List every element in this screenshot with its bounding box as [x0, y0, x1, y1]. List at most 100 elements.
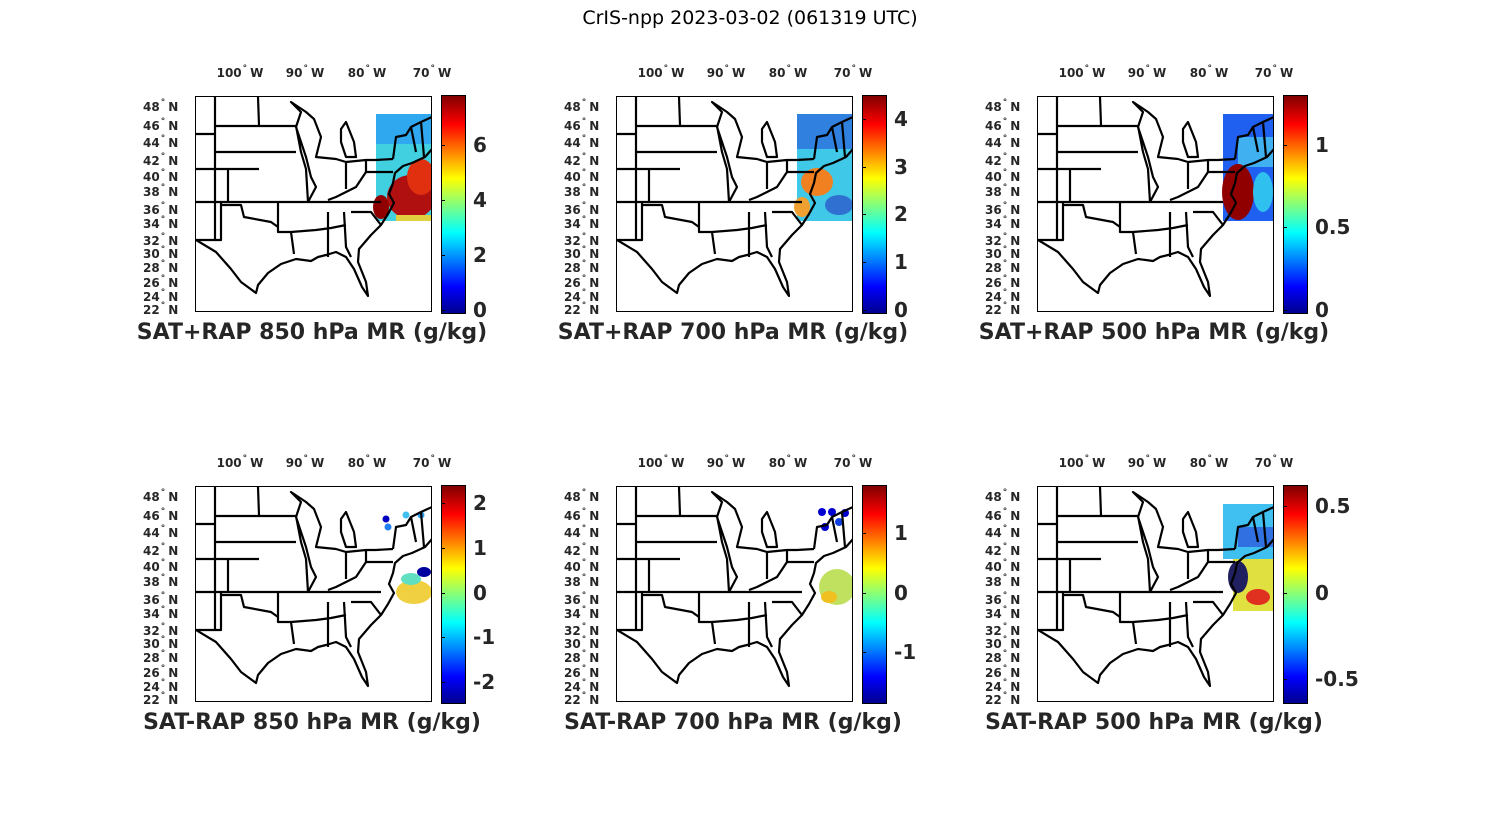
latitude-tick-label: 36° N — [985, 201, 1021, 217]
latitude-tick-label: 46° N — [564, 117, 600, 133]
longitude-tick-label: 80° W — [347, 454, 387, 470]
colorbar-tick-mark — [441, 254, 445, 256]
latitude-tick-label: 48° N — [564, 98, 600, 114]
latitude-tick-label: 42° N — [564, 542, 600, 558]
state-boundaries — [617, 487, 852, 688]
colorbar-tick-label: 1 — [894, 250, 908, 275]
latitude-tick-label: 34° N — [564, 605, 600, 621]
colorbar-tick-mark — [1283, 592, 1287, 594]
latitude-tick-label: 22° N — [143, 301, 179, 317]
map-plot — [1038, 487, 1273, 688]
latitude-tick-label: 48° N — [985, 488, 1021, 504]
colorbar-tick-label: 4 — [473, 187, 487, 212]
colorbar-tick-label: 0 — [1315, 298, 1329, 322]
latitude-tick-label: 44° N — [985, 134, 1021, 150]
colorbar — [1283, 95, 1308, 314]
latitude-tick-label: 28° N — [985, 649, 1021, 665]
colorbar-tick-label: 0 — [473, 298, 487, 322]
map-axes — [195, 486, 432, 702]
latitude-tick-label: 38° N — [985, 573, 1021, 589]
panel-title: SAT+RAP 850 hPa MR (g/kg) — [136, 320, 488, 345]
colorbar-tick-label: 0.5 — [1315, 493, 1351, 518]
latitude-tick-label: 28° N — [564, 649, 600, 665]
latitude-tick-label: 48° N — [143, 488, 179, 504]
colorbar-tick-mark — [441, 310, 445, 311]
latitude-tick-label: 38° N — [143, 183, 179, 199]
colorbar — [1283, 485, 1308, 704]
map-axes — [195, 96, 432, 312]
longitude-tick-label: 100° W — [216, 454, 264, 470]
colorbar-tick-label: 3 — [894, 154, 908, 179]
colorbar-tick-mark — [862, 118, 866, 120]
latitude-tick-label: 30° N — [985, 635, 1021, 651]
state-boundaries — [1038, 487, 1273, 688]
colorbar-tick-mark — [862, 310, 866, 311]
latitude-tick-label: 30° N — [564, 635, 600, 651]
latitude-tick-label: 28° N — [143, 259, 179, 275]
colorbar-tick-label: 0 — [473, 580, 487, 605]
latitude-tick-label: 46° N — [143, 117, 179, 133]
latitude-tick-label: 42° N — [985, 542, 1021, 558]
colorbar-tick-label: 0 — [1315, 580, 1329, 605]
latitude-tick-label: 42° N — [985, 152, 1021, 168]
colorbar-tick-mark — [441, 144, 445, 146]
latitude-tick-label: 24° N — [985, 288, 1021, 304]
latitude-tick-label: 40° N — [985, 168, 1021, 184]
latitude-tick-label: 38° N — [985, 183, 1021, 199]
longitude-tick-label: 100° W — [1058, 454, 1106, 470]
latitude-tick-label: 38° N — [143, 573, 179, 589]
latitude-tick-label: 22° N — [143, 691, 179, 707]
colorbar-tick-label: 6 — [473, 132, 487, 157]
colorbar-tick-label: 1 — [894, 520, 908, 545]
latitude-tick-label: 28° N — [143, 649, 179, 665]
colorbar-tick-mark — [441, 637, 445, 639]
longitude-tick-label: 70° W — [412, 64, 452, 80]
map-plot — [1038, 97, 1273, 298]
latitude-tick-label: 36° N — [564, 591, 600, 607]
figure-title: CrIS-npp 2023-03-02 (061319 UTC) — [582, 7, 918, 29]
latitude-tick-label: 44° N — [143, 134, 179, 150]
latitude-tick-label: 26° N — [564, 664, 600, 680]
longitude-tick-label: 90° W — [285, 64, 325, 80]
latitude-tick-label: 46° N — [985, 507, 1021, 523]
map-panel: 100° W 90° W 80° W 70° W 48° N 46° N 44° N 42° N 40° N 38°… — [143, 454, 595, 786]
latitude-tick-label: 32° N — [564, 232, 600, 248]
latitude-tick-label: 24° N — [985, 678, 1021, 694]
longitude-tick-label: 90° W — [1127, 64, 1167, 80]
map-axes — [616, 486, 853, 702]
longitude-tick-label: 70° W — [1254, 64, 1294, 80]
colorbar-tick-label: -1 — [473, 625, 496, 650]
latitude-tick-label: 46° N — [985, 117, 1021, 133]
colorbar-tick-mark — [862, 262, 866, 264]
longitude-tick-label: 90° W — [706, 64, 746, 80]
latitude-tick-label: 42° N — [564, 152, 600, 168]
colorbar-tick-mark — [1283, 679, 1287, 681]
longitude-tick-label: 70° W — [833, 64, 873, 80]
latitude-tick-label: 30° N — [985, 245, 1021, 261]
latitude-tick-label: 32° N — [564, 622, 600, 638]
colorbar-tick-mark — [862, 214, 866, 216]
colorbar-tick-label: -2 — [473, 670, 496, 695]
latitude-tick-label: 30° N — [143, 635, 179, 651]
panel-title: SAT+RAP 500 hPa MR (g/kg) — [978, 320, 1330, 345]
latitude-tick-label: 34° N — [564, 215, 600, 231]
colorbar-tick-label: 2 — [473, 490, 487, 515]
latitude-tick-label: 40° N — [564, 558, 600, 574]
latitude-tick-label: 22° N — [985, 691, 1021, 707]
latitude-tick-label: 34° N — [143, 605, 179, 621]
latitude-tick-label: 38° N — [564, 573, 600, 589]
map-axes — [1037, 486, 1274, 702]
colorbar-tick-label: 0 — [894, 580, 908, 605]
latitude-tick-label: 28° N — [564, 259, 600, 275]
longitude-tick-label: 70° W — [412, 454, 452, 470]
latitude-tick-label: 34° N — [985, 215, 1021, 231]
longitude-tick-label: 70° W — [1254, 454, 1294, 470]
map-axes — [1037, 96, 1274, 312]
panel-title: SAT-RAP 700 hPa MR (g/kg) — [564, 710, 902, 735]
latitude-tick-label: 44° N — [985, 524, 1021, 540]
colorbar-tick-mark — [441, 682, 445, 684]
colorbar-tick-label: 1 — [1315, 132, 1329, 157]
latitude-tick-label: 44° N — [564, 524, 600, 540]
latitude-tick-label: 36° N — [564, 201, 600, 217]
state-boundaries — [617, 97, 852, 298]
